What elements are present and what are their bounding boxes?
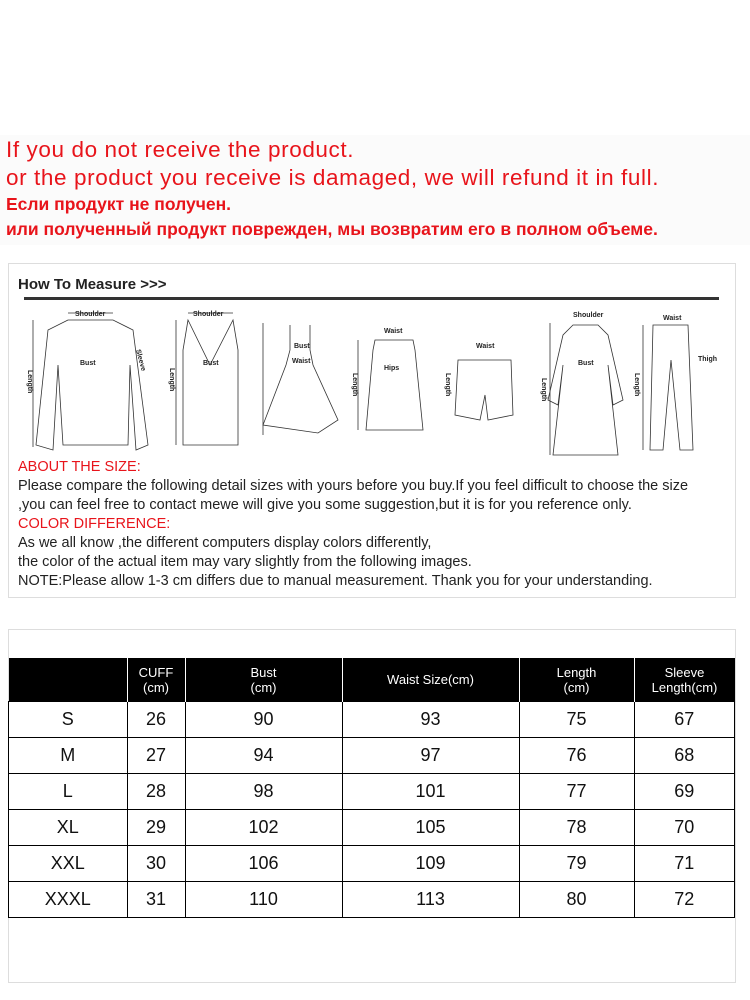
notice-line: Если продукт не получен. [6,194,232,214]
cell-cuff: 26 [126,701,186,738]
svg-text:Bust: Bust [294,343,310,350]
cell-waist: 113 [341,881,520,918]
measure-box [8,263,736,598]
cell-bust: 106 [184,845,343,882]
header-sleeve: Sleeve Length(cm) [633,658,735,702]
svg-text:Bust: Bust [578,360,594,367]
cell-size: M [8,737,128,774]
cell-waist: 93 [341,701,520,738]
tank-illustration: Shoulder Bust Length [168,311,239,446]
cell-bust: 98 [184,773,343,810]
cell-size: S [8,701,128,738]
notice-line: или полученный продукт поврежден, мы воз… [6,219,658,239]
cell-bust: 110 [184,881,343,918]
blouse-illustration: Shoulder Bust Length Sleeve [26,311,149,451]
color-difference-text: As we all know ,the different computers … [18,535,432,551]
divider [24,297,719,300]
header-waist: Waist Size(cm) [341,658,520,702]
about-size-text: ,you can feel free to contact mewe will … [18,497,632,513]
table-row: M 27 94 97 76 68 [8,737,735,774]
svg-text:Length: Length [633,373,640,396]
svg-text:Waist: Waist [384,328,403,335]
cell-length: 79 [518,845,635,882]
cell-size: L [8,773,128,810]
cell-length: 75 [518,701,635,738]
refund-notice: If you do not receive the product. or th… [0,135,750,245]
cell-bust: 90 [184,701,343,738]
svg-text:Waist: Waist [663,315,682,322]
cell-cuff: 28 [126,773,186,810]
cell-sleeve: 68 [633,737,735,774]
svg-text:Bust: Bust [203,360,219,367]
cell-cuff: 27 [126,737,186,774]
header-bust: Bust (cm) [184,658,343,702]
pants-illustration: Waist Thigh Length [633,315,717,451]
cell-bust: 102 [184,809,343,846]
cell-sleeve: 72 [633,881,735,918]
cell-length: 76 [518,737,635,774]
about-size-heading: ABOUT THE SIZE: [18,459,141,475]
cell-waist: 105 [341,809,520,846]
svg-text:Thigh: Thigh [698,356,717,363]
cell-cuff: 31 [126,881,186,918]
cell-bust: 94 [184,737,343,774]
label-sleeve: Sleeve [134,349,147,372]
svg-text:Shoulder: Shoulder [193,311,224,318]
table-row: XXXL 31 110 113 80 72 [8,881,735,918]
svg-text:Length: Length [444,373,451,396]
color-difference-heading: COLOR DIFFERENCE: [18,516,171,532]
cell-length: 80 [518,881,635,918]
size-table: CUFF (cm) Bust (cm) Waist Size(cm) Lengt… [8,658,735,918]
table-row: XL 29 102 105 78 70 [8,809,735,846]
cell-size: XXXL [8,881,128,918]
note-text: NOTE:Please allow 1-3 cm differs due to … [18,573,653,589]
cell-size: XL [8,809,128,846]
label-shoulder: Shoulder [75,311,106,318]
table-row: L 28 98 101 77 69 [8,773,735,810]
header-size [8,658,128,702]
cell-waist: 109 [341,845,520,882]
cell-sleeve: 71 [633,845,735,882]
label-bust: Bust [80,360,96,367]
svg-text:Shoulder: Shoulder [573,312,604,319]
svg-text:Length: Length [540,378,547,401]
color-difference-text: the color of the actual item may vary sl… [18,554,472,570]
coat-illustration: Shoulder Bust Length [540,312,624,456]
cell-length: 78 [518,809,635,846]
skirt-illustration: Waist Hips Length [351,328,424,431]
shorts-illustration: Waist Length [444,343,514,421]
cell-waist: 101 [341,773,520,810]
cell-waist: 97 [341,737,520,774]
table-row: S 26 90 93 75 67 [8,701,735,738]
svg-text:Length: Length [168,368,175,391]
svg-text:Hips: Hips [384,365,399,372]
cell-cuff: 30 [126,845,186,882]
cell-sleeve: 70 [633,809,735,846]
table-row: XXL 30 106 109 79 71 [8,845,735,882]
table-header-row: CUFF (cm) Bust (cm) Waist Size(cm) Lengt… [8,658,735,702]
cell-sleeve: 67 [633,701,735,738]
header-cuff: CUFF (cm) [126,658,186,702]
cell-length: 77 [518,773,635,810]
label-length: Length [26,370,33,393]
cell-sleeve: 69 [633,773,735,810]
svg-text:Waist: Waist [476,343,495,350]
cell-size: XXL [8,845,128,882]
measure-illustrations: Shoulder Bust Length Sleeve Shoulder Bus… [26,311,717,456]
dress-illustration: Bust Waist [262,323,339,435]
header-length: Length (cm) [518,658,635,702]
svg-text:Waist: Waist [292,358,311,365]
notice-line: If you do not receive the product. [6,137,355,162]
notice-line: or the product you receive is damaged, w… [6,165,660,190]
svg-text:Length: Length [351,373,358,396]
about-size-text: Please compare the following detail size… [18,478,689,494]
cell-cuff: 29 [126,809,186,846]
how-to-measure-title: How To Measure >>> [18,276,167,293]
